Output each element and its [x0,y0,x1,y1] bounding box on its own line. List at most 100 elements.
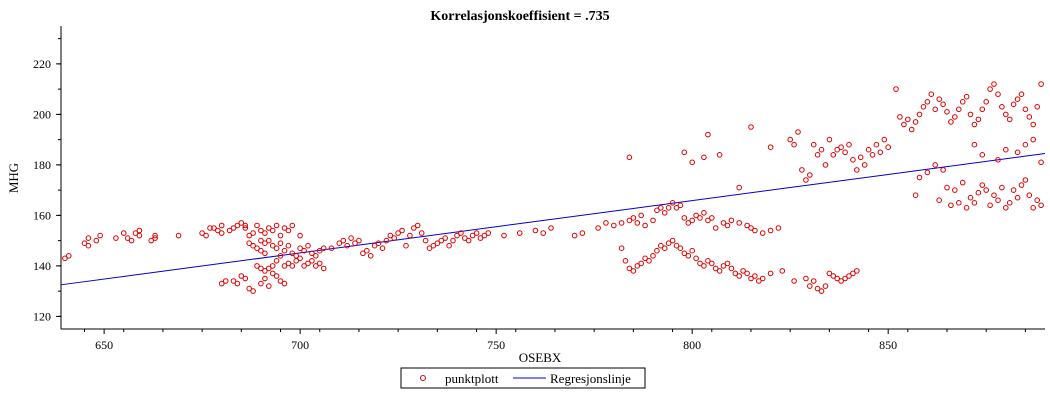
data-point [650,217,656,224]
data-point [807,283,813,289]
data-point [650,253,656,259]
data-point [720,220,727,226]
data-point [1010,101,1017,108]
data-point [948,202,954,209]
data-point [430,242,437,249]
data-point [979,152,986,158]
data-point [289,250,296,257]
data-point [975,189,982,196]
data-point [920,104,927,110]
data-point [152,235,158,241]
data-point [810,141,817,148]
data-point [665,240,672,246]
x-axis-ticks: 650 700 750 800 850 [84,329,1026,352]
data-point [818,288,825,294]
data-point [1038,81,1044,87]
data-point [85,242,92,249]
data-point [316,247,323,254]
data-point [1018,91,1025,97]
data-point [716,152,723,158]
data-point [269,270,276,277]
data-point [736,273,743,279]
data-point [850,157,856,163]
data-point [387,232,394,239]
data-point [242,275,249,282]
data-point [269,242,276,249]
data-point [618,220,625,226]
data-point [661,210,668,216]
data-point [269,227,276,234]
data-point [262,240,268,246]
data-point [501,232,507,239]
data-point [399,227,405,234]
data-point [66,253,72,259]
data-point [685,253,692,259]
data-point [669,237,676,244]
data-point [959,179,966,186]
data-point [979,182,986,188]
data-point [234,222,241,229]
y-tick-label: 160 [33,208,51,222]
data-point [238,220,245,226]
data-point [1014,149,1021,156]
data-point [218,280,225,287]
data-point [842,275,848,282]
data-point [281,263,288,269]
data-point [222,278,229,284]
data-point [434,240,441,246]
data-point [411,225,417,231]
y-tick-label: 180 [33,158,51,172]
data-point [218,230,225,236]
data-point [262,268,268,274]
data-point [775,225,782,231]
data-point [916,174,923,181]
data-point [1034,104,1040,110]
data-point [1034,197,1040,203]
data-point [215,227,221,234]
data-point [309,258,315,264]
data-point [301,263,307,269]
data-point [814,285,821,292]
data-point [230,225,237,231]
data-point [881,136,888,143]
data-point [465,237,472,244]
data-point [371,242,378,249]
data-point [258,280,264,287]
data-point [262,250,268,257]
data-point [277,278,284,284]
data-point [1010,187,1017,193]
data-point [540,230,547,236]
data-point [93,237,100,244]
data-point [630,268,637,274]
data-point [266,225,272,231]
data-point [1022,141,1029,148]
data-point [305,260,311,267]
data-point [603,220,609,226]
data-point [1038,202,1044,209]
data-point [336,240,343,246]
data-point [199,230,205,236]
data-point [995,91,1001,97]
data-point [211,225,217,231]
data-point [403,242,409,249]
data-point [759,275,766,282]
data-point [952,114,958,120]
data-point [277,240,284,246]
data-point [999,104,1005,110]
data-point [693,212,699,219]
data-point [262,275,268,282]
data-point [391,235,398,241]
data-point [944,109,950,115]
x-tick-label: 850 [879,338,897,352]
data-point [956,106,962,113]
data-point [266,265,272,272]
data-point [807,172,813,178]
data-point [936,96,943,102]
data-point [967,194,974,201]
data-point [716,268,723,274]
data-point [979,106,986,113]
data-point [697,215,703,221]
data-point [932,106,939,113]
data-point [340,237,347,244]
data-point [810,278,817,284]
